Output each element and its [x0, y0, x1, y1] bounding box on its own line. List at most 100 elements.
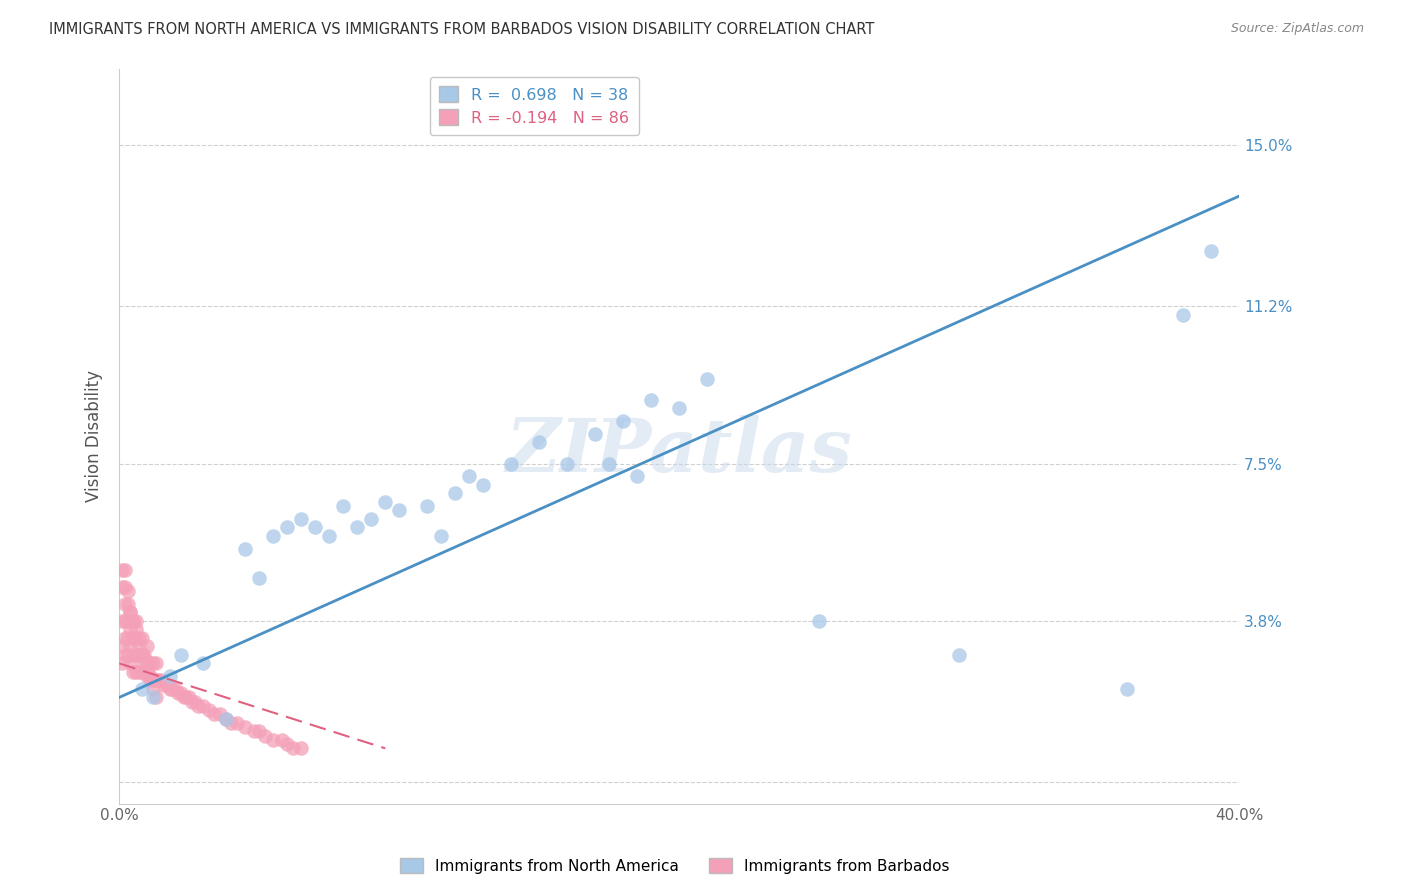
Point [262, 529, 284, 543]
Point [170, 648, 193, 662]
Point [134, 648, 156, 662]
Point [117, 597, 139, 611]
Point [242, 724, 264, 739]
Point [444, 486, 467, 500]
Point [165, 681, 187, 696]
Point [176, 690, 198, 705]
Point [122, 648, 145, 662]
Text: Source: ZipAtlas.com: Source: ZipAtlas.com [1230, 22, 1364, 36]
Point [332, 499, 354, 513]
Point [139, 669, 162, 683]
Point [114, 631, 136, 645]
Point [131, 665, 153, 679]
Point [668, 401, 690, 416]
Legend: R =  0.698   N = 38, R = -0.194   N = 86: R = 0.698 N = 38, R = -0.194 N = 86 [430, 77, 638, 136]
Point [640, 392, 662, 407]
Legend: Immigrants from North America, Immigrants from Barbados: Immigrants from North America, Immigrant… [394, 852, 956, 880]
Point [114, 648, 136, 662]
Point [1201, 244, 1223, 259]
Point [125, 623, 148, 637]
Point [142, 673, 165, 688]
Point [612, 414, 634, 428]
Point [117, 648, 139, 662]
Point [136, 665, 159, 679]
Point [122, 631, 145, 645]
Point [111, 614, 134, 628]
Point [156, 678, 179, 692]
Point [125, 631, 148, 645]
Point [128, 665, 150, 679]
Point [808, 614, 831, 628]
Point [120, 606, 142, 620]
Point [948, 648, 970, 662]
Point [290, 512, 312, 526]
Point [225, 715, 247, 730]
Point [148, 673, 170, 688]
Point [219, 715, 242, 730]
Point [136, 657, 159, 671]
Point [145, 657, 167, 671]
Point [122, 614, 145, 628]
Point [153, 678, 176, 692]
Text: ZIPatlas: ZIPatlas [506, 415, 853, 487]
Point [430, 529, 453, 543]
Point [290, 741, 312, 756]
Point [458, 469, 481, 483]
Point [276, 737, 298, 751]
Point [131, 648, 153, 662]
Point [120, 606, 142, 620]
Point [1173, 308, 1195, 322]
Point [111, 640, 134, 654]
Point [136, 640, 159, 654]
Point [117, 584, 139, 599]
Point [142, 690, 165, 705]
Point [139, 657, 162, 671]
Point [501, 457, 523, 471]
Point [134, 665, 156, 679]
Point [233, 720, 256, 734]
Point [139, 673, 162, 688]
Point [114, 597, 136, 611]
Point [125, 665, 148, 679]
Point [304, 520, 326, 534]
Point [114, 580, 136, 594]
Point [233, 541, 256, 556]
Point [181, 695, 204, 709]
Point [111, 657, 134, 671]
Point [193, 657, 215, 671]
Point [162, 681, 184, 696]
Point [374, 495, 396, 509]
Point [247, 724, 270, 739]
Point [193, 698, 215, 713]
Point [128, 631, 150, 645]
Point [125, 614, 148, 628]
Point [120, 640, 142, 654]
Point [159, 669, 181, 683]
Point [122, 614, 145, 628]
Point [111, 580, 134, 594]
Point [281, 741, 304, 756]
Point [598, 457, 620, 471]
Point [131, 681, 153, 696]
Point [253, 729, 276, 743]
Point [128, 648, 150, 662]
Point [120, 657, 142, 671]
Point [555, 457, 578, 471]
Point [360, 512, 382, 526]
Point [131, 648, 153, 662]
Point [346, 520, 368, 534]
Point [120, 623, 142, 637]
Point [150, 673, 173, 688]
Point [128, 640, 150, 654]
Point [696, 372, 718, 386]
Point [388, 503, 411, 517]
Point [131, 631, 153, 645]
Point [198, 703, 221, 717]
Point [111, 563, 134, 577]
Point [114, 614, 136, 628]
Point [209, 707, 232, 722]
Point [170, 686, 193, 700]
Point [145, 673, 167, 688]
Point [122, 665, 145, 679]
Point [318, 529, 340, 543]
